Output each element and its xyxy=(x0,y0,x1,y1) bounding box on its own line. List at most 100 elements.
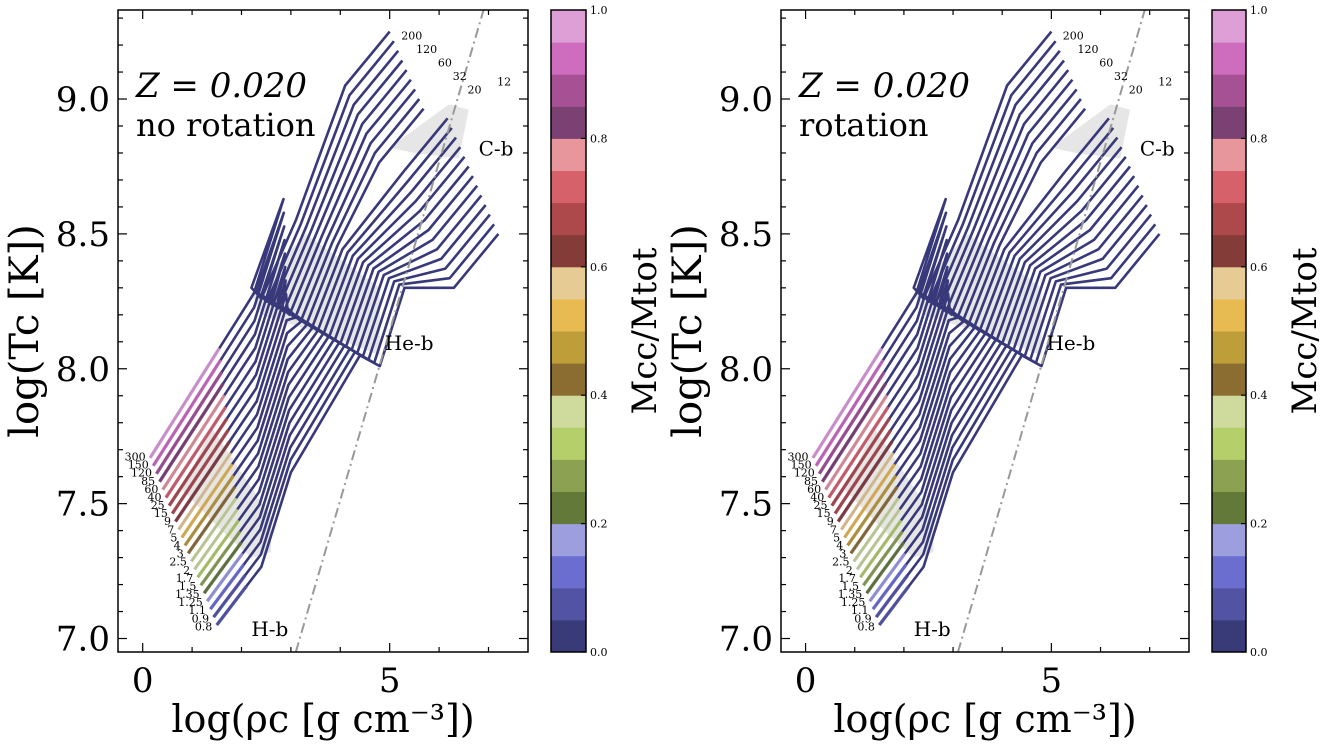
region-label-he-b: He-b xyxy=(1046,331,1095,355)
core-overlay-10 xyxy=(849,485,899,555)
region-label-h-b: H-b xyxy=(914,617,951,641)
colorbar-segment xyxy=(551,555,586,589)
core-overlay-12 xyxy=(180,463,234,539)
mass-label: 12 xyxy=(1158,76,1172,89)
core-overlay-22 xyxy=(811,347,884,459)
colorbar-frame xyxy=(1211,9,1247,653)
core-overlay-9 xyxy=(190,497,238,563)
mass-label: 0.9 xyxy=(192,612,210,625)
colorbar-segment xyxy=(551,10,586,43)
mass-label: 20 xyxy=(1129,84,1143,97)
mass-label: 15 xyxy=(154,507,168,520)
core-overlay-18 xyxy=(161,394,226,491)
colorbar-1: 0.0 0.2 0.4 0.6 0.8 1.0 Mcc/Mtot xyxy=(550,4,665,659)
ignition-line xyxy=(294,10,485,652)
colorbar-tick-label: 1.0 xyxy=(590,4,608,17)
colorbar-tick-label: 0.8 xyxy=(1250,132,1268,145)
mass-label: 2.5 xyxy=(169,556,187,569)
colorbar-label: Mcc/Mtot xyxy=(1285,247,1325,414)
colorbar-segment xyxy=(551,395,586,428)
colorbar-segment xyxy=(1212,587,1246,621)
colorbar-segment xyxy=(551,587,586,621)
core-overlay-5 xyxy=(202,541,243,595)
core-overlay-4 xyxy=(868,552,907,603)
mass-label: 120 xyxy=(131,467,152,480)
mass-label: 2.5 xyxy=(832,556,850,569)
y-tick-label: 7.0 xyxy=(56,620,110,660)
mass-label: 4 xyxy=(174,539,181,552)
core-overlay-17 xyxy=(164,405,228,499)
rotation-annotation: rotation xyxy=(799,106,928,144)
core-overlay-4 xyxy=(205,552,244,603)
mass-label: 200 xyxy=(1063,30,1084,43)
mass-label: 5 xyxy=(833,531,840,544)
core-overlay-5 xyxy=(865,541,906,595)
mass-label: 1.7 xyxy=(176,572,194,585)
colorbar-segment xyxy=(1212,331,1246,364)
core-overlay-2 xyxy=(212,574,247,619)
colorbar-tick-label: 0.8 xyxy=(590,132,608,145)
rotation-annotation: no rotation xyxy=(136,106,316,144)
mass-label: 1.1 xyxy=(188,604,206,617)
colorbar-tick-label: 0.4 xyxy=(590,389,608,402)
colorbar-segment xyxy=(551,491,586,525)
core-overlay-16 xyxy=(830,417,891,507)
colorbar-tick-label: 0.2 xyxy=(590,518,608,531)
x-axis-label: log(ρc [g cm⁻³]) xyxy=(833,697,1136,741)
mass-label: 1.35 xyxy=(838,588,863,601)
mass-label: 2 xyxy=(846,564,853,577)
colorbar-segment xyxy=(1212,106,1246,139)
core-overlay-6 xyxy=(862,530,904,587)
mass-label: 1.5 xyxy=(842,580,860,593)
y-tick-label: 8.5 xyxy=(719,215,773,255)
mass-label: 85 xyxy=(804,475,818,488)
colorbar-segment xyxy=(1212,427,1246,460)
mass-label: 7 xyxy=(830,523,837,536)
core-overlay-10 xyxy=(186,485,237,555)
mass-label: 0.8 xyxy=(195,620,213,633)
core-overlay-2 xyxy=(874,574,909,619)
core-overlay-19 xyxy=(820,382,888,483)
mass-label: 12 xyxy=(497,76,511,89)
colorbar-segment xyxy=(551,363,586,396)
core-overlay-9 xyxy=(852,497,900,563)
core-overlay-11 xyxy=(846,474,898,547)
colorbar-tick-label: 0.6 xyxy=(1250,261,1268,274)
mass-label: 32 xyxy=(453,70,467,83)
colorbar-label: Mcc/Mtot xyxy=(625,247,665,414)
colorbar-tick-label: 0.4 xyxy=(1250,389,1268,402)
x-tick-label: 5 xyxy=(1041,661,1063,701)
y-tick-label: 8.5 xyxy=(56,215,110,255)
mass-label: 7 xyxy=(167,523,174,536)
colorbar-segment xyxy=(551,459,586,492)
colorbar-segment xyxy=(1212,395,1246,428)
mass-label: 60 xyxy=(807,483,821,496)
plot-area xyxy=(148,10,500,652)
h-burning-region xyxy=(182,428,272,558)
colorbar-tick-label: 1.0 xyxy=(1250,4,1268,17)
mass-label: 15 xyxy=(817,507,831,520)
core-overlay-15 xyxy=(170,429,230,515)
core-overlay-3 xyxy=(871,563,908,611)
colorbar-tick-label: 0.0 xyxy=(590,646,608,659)
core-overlay-3 xyxy=(209,563,246,611)
y-tick-label: 8.0 xyxy=(719,350,773,390)
y-axis-label: log(Tc [K]) xyxy=(2,224,48,437)
mass-label: 4 xyxy=(836,539,843,552)
core-overlay-13 xyxy=(177,451,233,531)
core-overlay-1 xyxy=(877,585,911,627)
colorbar-segment xyxy=(551,42,586,75)
region-label-h-b: H-b xyxy=(251,617,288,641)
plot-frame xyxy=(780,9,1190,653)
colorbar-segment xyxy=(1212,619,1246,653)
x-tick-label: 0 xyxy=(132,661,154,701)
core-overlay-20 xyxy=(155,370,224,475)
core-overlay-21 xyxy=(814,359,885,467)
mass-label: 120 xyxy=(794,467,815,480)
core-overlay-14 xyxy=(174,440,232,523)
mass-label: 120 xyxy=(1078,43,1099,56)
mass-label: 300 xyxy=(125,450,146,463)
mass-label: 1.25 xyxy=(841,596,866,609)
